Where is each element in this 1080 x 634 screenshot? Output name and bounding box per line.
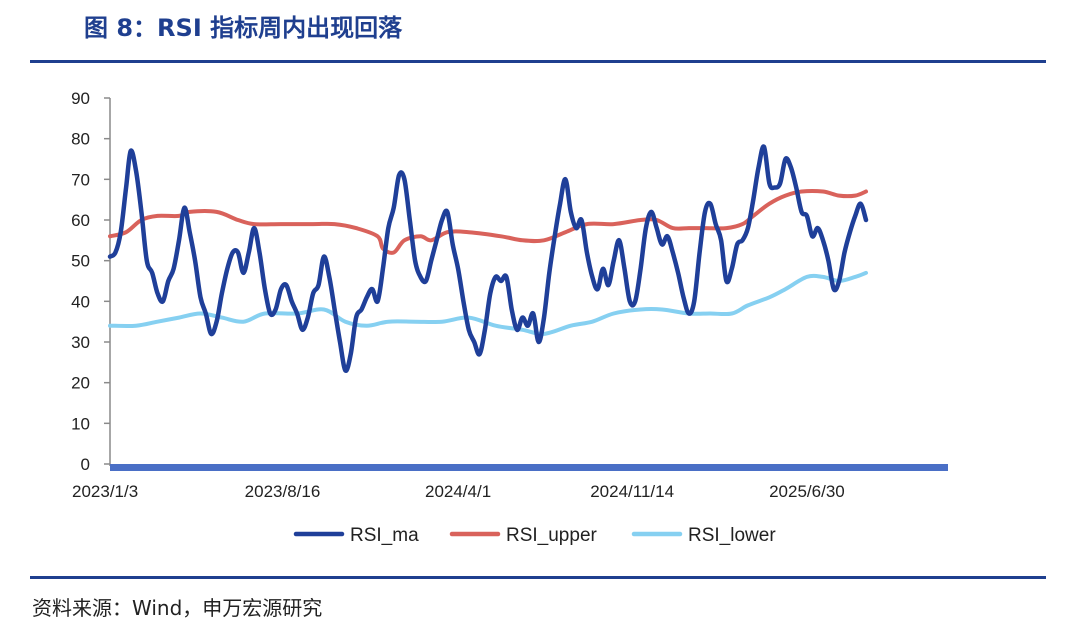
bottom-divider (30, 576, 1046, 579)
legend-rsi-upper-label: RSI_upper (506, 525, 598, 546)
top-divider (30, 60, 1046, 63)
series-lines (107, 144, 869, 373)
x-tick-label: 2023/1/3 (72, 482, 138, 501)
x-axis-bar (110, 464, 948, 471)
y-tick-label: 30 (71, 333, 90, 352)
legend-rsi-lower-label: RSI_lower (688, 525, 776, 546)
y-tick-label: 20 (71, 374, 90, 393)
y-tick-label: 80 (71, 130, 90, 149)
page-title: 图 8：RSI 指标周内出现回落 (84, 14, 403, 42)
y-tick-label: 60 (71, 211, 90, 230)
x-tick-label: 2024/11/14 (590, 482, 674, 501)
series-line-rsi-upper (108, 189, 868, 255)
source-note: 资料来源：Wind，申万宏源研究 (32, 596, 323, 620)
x-tick-label: 2023/8/16 (245, 482, 321, 501)
series-line-rsi-ma (107, 144, 869, 373)
series-line-rsi-lower (108, 270, 868, 336)
legend-rsi-ma-label: RSI_ma (350, 525, 419, 546)
x-tick-label: 2024/4/1 (425, 482, 491, 501)
x-tick-label: 2025/6/30 (769, 482, 845, 501)
y-tick-label: 90 (71, 89, 90, 108)
x-axis: 2023/1/3 2023/8/16 2024/4/1 2024/11/14 2025/… (72, 464, 948, 501)
y-tick-label: 0 (81, 455, 90, 474)
y-tick-label: 50 (71, 252, 90, 271)
y-tick-label: 40 (71, 292, 90, 311)
y-tick-label: 10 (71, 414, 90, 433)
y-axis: 0 10 20 30 40 50 60 70 80 90 (71, 89, 111, 474)
y-tick-label: 70 (71, 170, 90, 189)
legend: RSI_ma RSI_upper RSI_lower (293, 525, 776, 546)
